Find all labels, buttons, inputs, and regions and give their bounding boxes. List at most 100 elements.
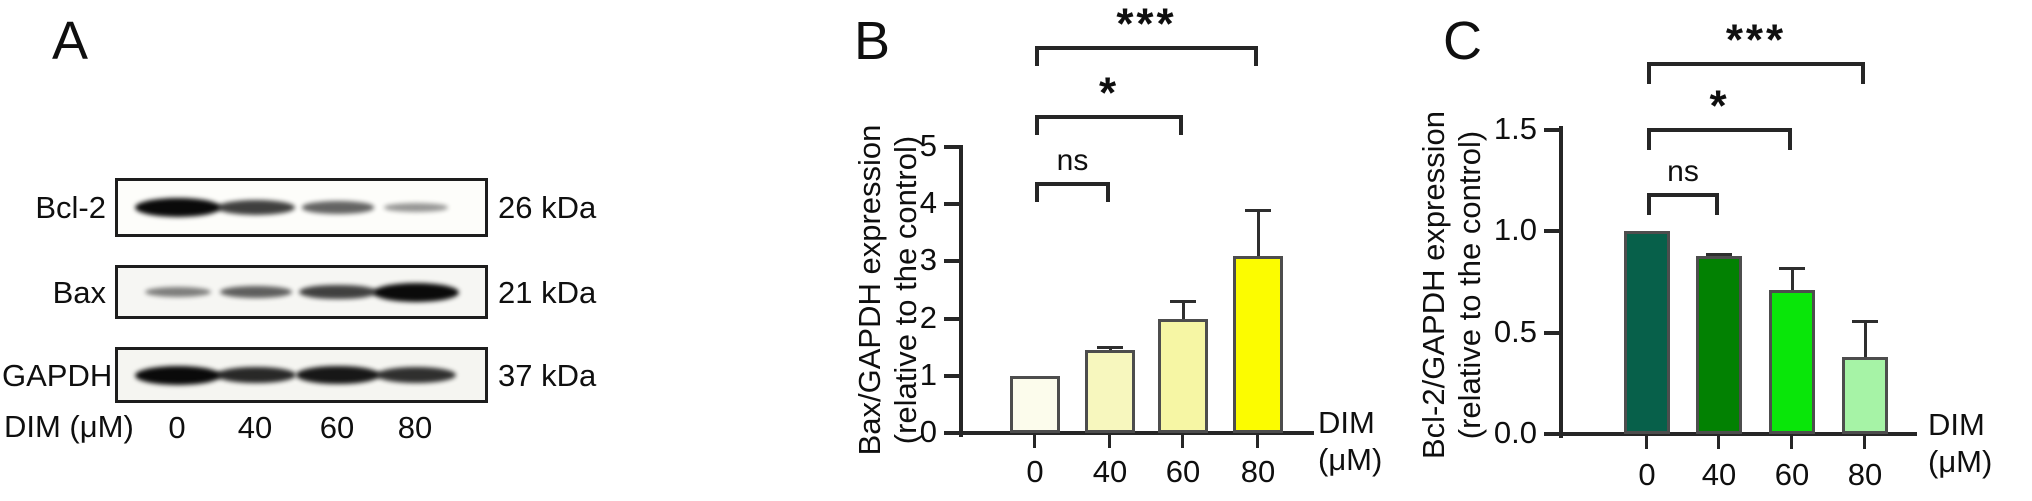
y-tick-label-1: 1 <box>919 356 937 392</box>
y-tick-1.5 <box>1544 128 1559 132</box>
y-tick-0 <box>944 431 959 435</box>
sig-label-0-vs-60: * <box>1709 81 1730 131</box>
panel-a-western-blots: A Bcl-2 Bax GAPDH 26 kDa 21 kDa 37 kDa D… <box>0 0 820 501</box>
panel-b-x-axis-title-line2: (μM) <box>1318 442 1383 477</box>
y-tick-label-5: 5 <box>919 128 937 163</box>
band-Bcl-2-lane0 <box>135 198 221 217</box>
bar-60uM <box>1158 318 1208 433</box>
sig-bracket-0-vs-80 <box>1035 46 1258 66</box>
band-Bax-lane80 <box>373 282 459 302</box>
y-tick-2 <box>944 316 959 321</box>
error-cap-80uM <box>1245 208 1271 212</box>
x-tick-label-40: 40 <box>1701 457 1737 492</box>
panel-c-x-axis-title-line1: DIM <box>1928 407 1985 442</box>
band-Bax-lane0 <box>144 286 212 298</box>
bar-80uM <box>1233 255 1283 433</box>
x-tick-0 <box>1033 435 1036 448</box>
band-Bax-lane40 <box>220 285 292 299</box>
sig-bracket-0-vs-40 <box>1647 193 1719 215</box>
protein-label-bcl2: Bcl-2 <box>35 190 106 225</box>
kda-label-bax: 21 kDa <box>498 275 597 310</box>
band-GAPDH-lane80 <box>376 366 456 384</box>
lane-label-0: 0 <box>168 410 186 445</box>
error-bar-80uM <box>1863 320 1867 357</box>
error-cap-80uM <box>1852 319 1878 323</box>
lane-label-80: 80 <box>397 410 433 445</box>
error-bar-80uM <box>1256 209 1260 256</box>
x-tick-40 <box>1108 435 1111 448</box>
y-tick-1.0 <box>1544 229 1559 234</box>
x-tick-label-40: 40 <box>1092 454 1128 489</box>
kda-label-gapdh: 37 kDa <box>498 358 597 393</box>
panel-c-label: C <box>1443 11 1482 71</box>
bar-0uM <box>1624 231 1670 434</box>
band-Bcl-2-lane80 <box>384 203 448 212</box>
y-tick-5 <box>944 145 959 149</box>
panel-c-x-axis-title: DIM (μM) <box>1928 406 1992 480</box>
bar-40uM <box>1085 350 1135 433</box>
x-tick-80 <box>1256 435 1259 448</box>
panel-a-dose-axis-label: DIM (μM) <box>4 409 134 444</box>
error-cap-40uM <box>1706 252 1732 256</box>
sig-label-0-vs-40: ns <box>1667 155 1699 188</box>
y-tick-label-4: 4 <box>919 185 937 221</box>
panel-c-x-axis-title-line2: (μM) <box>1928 444 1993 479</box>
x-axis-line <box>1559 432 1917 436</box>
band-Bcl-2-lane60 <box>302 201 374 214</box>
panel-b-plot-area: 0 1 2 3 4 5 0 40 60 80 ns * *** <box>820 0 1400 501</box>
sig-label-0-vs-80: *** <box>1725 15 1787 65</box>
panel-b-x-axis-title-line1: DIM <box>1318 405 1375 440</box>
x-tick-60 <box>1181 435 1184 448</box>
band-GAPDH-lane60 <box>296 366 380 384</box>
error-cap-60uM <box>1779 266 1805 270</box>
protein-label-bax: Bax <box>52 275 106 310</box>
x-tick-label-60: 60 <box>1165 454 1201 489</box>
y-tick-label-1.0: 1.0 <box>1493 212 1537 248</box>
x-axis-line <box>959 431 1314 435</box>
panel-c-plot-area: 0.0 0.5 1.0 1.5 0 40 60 80 ns * *** <box>1400 0 2032 501</box>
sig-label-0-vs-40: ns <box>1056 144 1089 177</box>
lane-label-40: 40 <box>237 410 273 445</box>
x-tick-label-80: 80 <box>1847 457 1883 492</box>
panel-b-x-axis-title: DIM (μM) <box>1318 404 1382 478</box>
blot-box-bax <box>115 265 488 319</box>
band-GAPDH-lane0 <box>135 365 221 385</box>
panel-b-label: B <box>854 11 891 71</box>
panel-c-bcl2-chart: C Bcl-2/GAPDH expression (relative to th… <box>1400 0 2032 501</box>
x-tick-label-0: 0 <box>1638 457 1656 492</box>
panel-b-bax-chart: B Bax/GAPDH expression (relative to the … <box>820 0 1400 501</box>
x-tick-0 <box>1645 436 1648 449</box>
band-Bcl-2-lane40 <box>217 199 295 216</box>
bar-60uM <box>1769 290 1815 434</box>
sig-bracket-0-vs-80 <box>1647 62 1865 84</box>
error-cap-40uM <box>1097 346 1123 350</box>
x-tick-40 <box>1717 436 1720 449</box>
y-tick-label-0.0: 0.0 <box>1493 415 1537 450</box>
x-tick-label-60: 60 <box>1774 457 1810 492</box>
bar-80uM <box>1842 356 1888 434</box>
bar-0uM <box>1010 375 1060 433</box>
panel-a-label: A <box>52 11 89 71</box>
sig-label-0-vs-60: * <box>1098 68 1120 118</box>
y-axis-line <box>1559 126 1563 438</box>
blot-box-gapdh <box>115 347 488 403</box>
x-tick-label-0: 0 <box>1026 454 1044 489</box>
y-tick-label-0.5: 0.5 <box>1493 313 1537 349</box>
x-tick-label-80: 80 <box>1240 454 1276 489</box>
sig-bracket-0-vs-60 <box>1647 128 1792 150</box>
y-tick-0.0 <box>1544 432 1559 436</box>
y-axis-line <box>959 145 963 437</box>
y-tick-1 <box>944 373 959 378</box>
blot-box-bcl2 <box>115 178 488 237</box>
y-tick-label-0: 0 <box>919 414 937 449</box>
sig-bracket-0-vs-60 <box>1035 115 1183 135</box>
x-tick-60 <box>1790 436 1793 449</box>
bar-40uM <box>1696 255 1742 434</box>
error-bar-60uM <box>1790 267 1794 291</box>
band-Bax-lane60 <box>299 284 377 300</box>
error-bar-60uM <box>1181 301 1185 319</box>
lane-label-60: 60 <box>319 410 355 445</box>
y-tick-0.5 <box>1544 330 1559 335</box>
y-tick-3 <box>944 259 959 264</box>
